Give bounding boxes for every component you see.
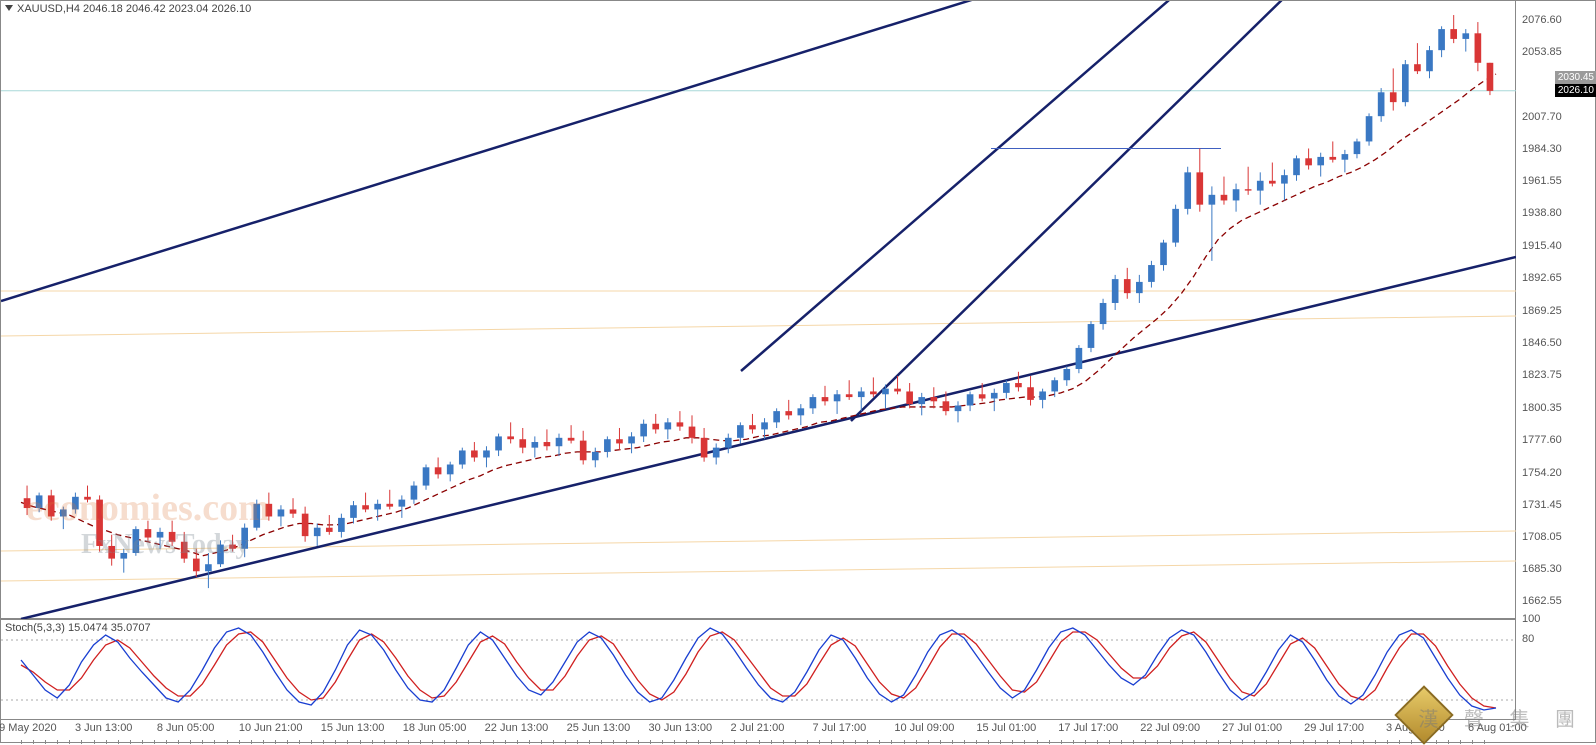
- price-tick: 1961.55: [1522, 175, 1562, 187]
- price-tick: 1892.65: [1522, 272, 1562, 284]
- price-tick: 1938.80: [1522, 207, 1562, 219]
- time-tick: 18 Jun 05:00: [403, 722, 467, 734]
- price-tick: 1823.75: [1522, 369, 1562, 381]
- price-axis[interactable]: 2076.60 2053.85 2007.70 1984.30 1961.55 1938.…: [1516, 1, 1596, 619]
- time-tick: 10 Jun 21:00: [239, 722, 303, 734]
- price-tick: 1869.25: [1522, 305, 1562, 317]
- time-axis[interactable]: 29 May 2020 3 Jun 13:00 8 Jun 05:00 10 Jun …: [1, 719, 1516, 744]
- time-tick: 10 Jul 09:00: [894, 722, 954, 734]
- price-tick: 1915.40: [1522, 240, 1562, 252]
- price-tick: 1754.20: [1522, 467, 1562, 479]
- chart-container: XAUUSD,H4 2046.18 2046.42 2023.04 2026.1…: [0, 0, 1596, 743]
- time-tick: 2 Jul 21:00: [731, 722, 785, 734]
- stoch-tick: 100: [1522, 613, 1540, 625]
- time-tick: 25 Jun 13:00: [567, 722, 631, 734]
- time-tick: 8 Jun 05:00: [157, 722, 215, 734]
- main-chart-svg: [1, 1, 1516, 619]
- stochastic-label: Stoch(5,3,3) 15.0474 35.0707: [5, 622, 151, 634]
- time-tick: 15 Jun 13:00: [321, 722, 385, 734]
- price-tick: 1708.05: [1522, 531, 1562, 543]
- time-tick: 29 Jul 17:00: [1304, 722, 1364, 734]
- price-tick: 1800.35: [1522, 402, 1562, 414]
- x-tick-marks: [1, 738, 1516, 744]
- time-tick: 22 Jul 09:00: [1140, 722, 1200, 734]
- time-tick: 30 Jun 13:00: [649, 722, 713, 734]
- time-tick: 29 May 2020: [0, 722, 57, 734]
- price-tick: 2007.70: [1522, 111, 1562, 123]
- stochastic-chart[interactable]: Stoch(5,3,3) 15.0474 35.0707: [1, 619, 1516, 719]
- main-price-chart[interactable]: XAUUSD,H4 2046.18 2046.42 2023.04 2026.1…: [1, 1, 1516, 619]
- price-tick: 2076.60: [1522, 14, 1562, 26]
- brand-logo-text: 漢 聲 集 團: [1418, 703, 1585, 732]
- stoch-tick: 80: [1522, 633, 1534, 645]
- price-tick: 1685.30: [1522, 563, 1562, 575]
- time-tick: 15 Jul 01:00: [976, 722, 1036, 734]
- time-tick: 7 Jul 17:00: [812, 722, 866, 734]
- time-tick: 17 Jul 17:00: [1058, 722, 1118, 734]
- price-tick: 1846.50: [1522, 337, 1562, 349]
- price-tick: 1984.30: [1522, 143, 1562, 155]
- time-tick: 27 Jul 01:00: [1222, 722, 1282, 734]
- time-tick: 22 Jun 13:00: [485, 722, 549, 734]
- instrument-label: XAUUSD,H4 2046.18 2046.42 2023.04 2026.1…: [17, 3, 251, 15]
- price-tick: 1777.60: [1522, 434, 1562, 446]
- stoch-chart-svg: [1, 620, 1516, 720]
- time-tick: 3 Jun 13:00: [75, 722, 133, 734]
- price-tick: 1731.45: [1522, 499, 1562, 511]
- price-tick: 2053.85: [1522, 46, 1562, 58]
- price-tick: 1662.55: [1522, 595, 1562, 607]
- current-price-flag: 2026.10: [1555, 84, 1596, 97]
- secondary-price-flag: 2030.45: [1555, 71, 1596, 84]
